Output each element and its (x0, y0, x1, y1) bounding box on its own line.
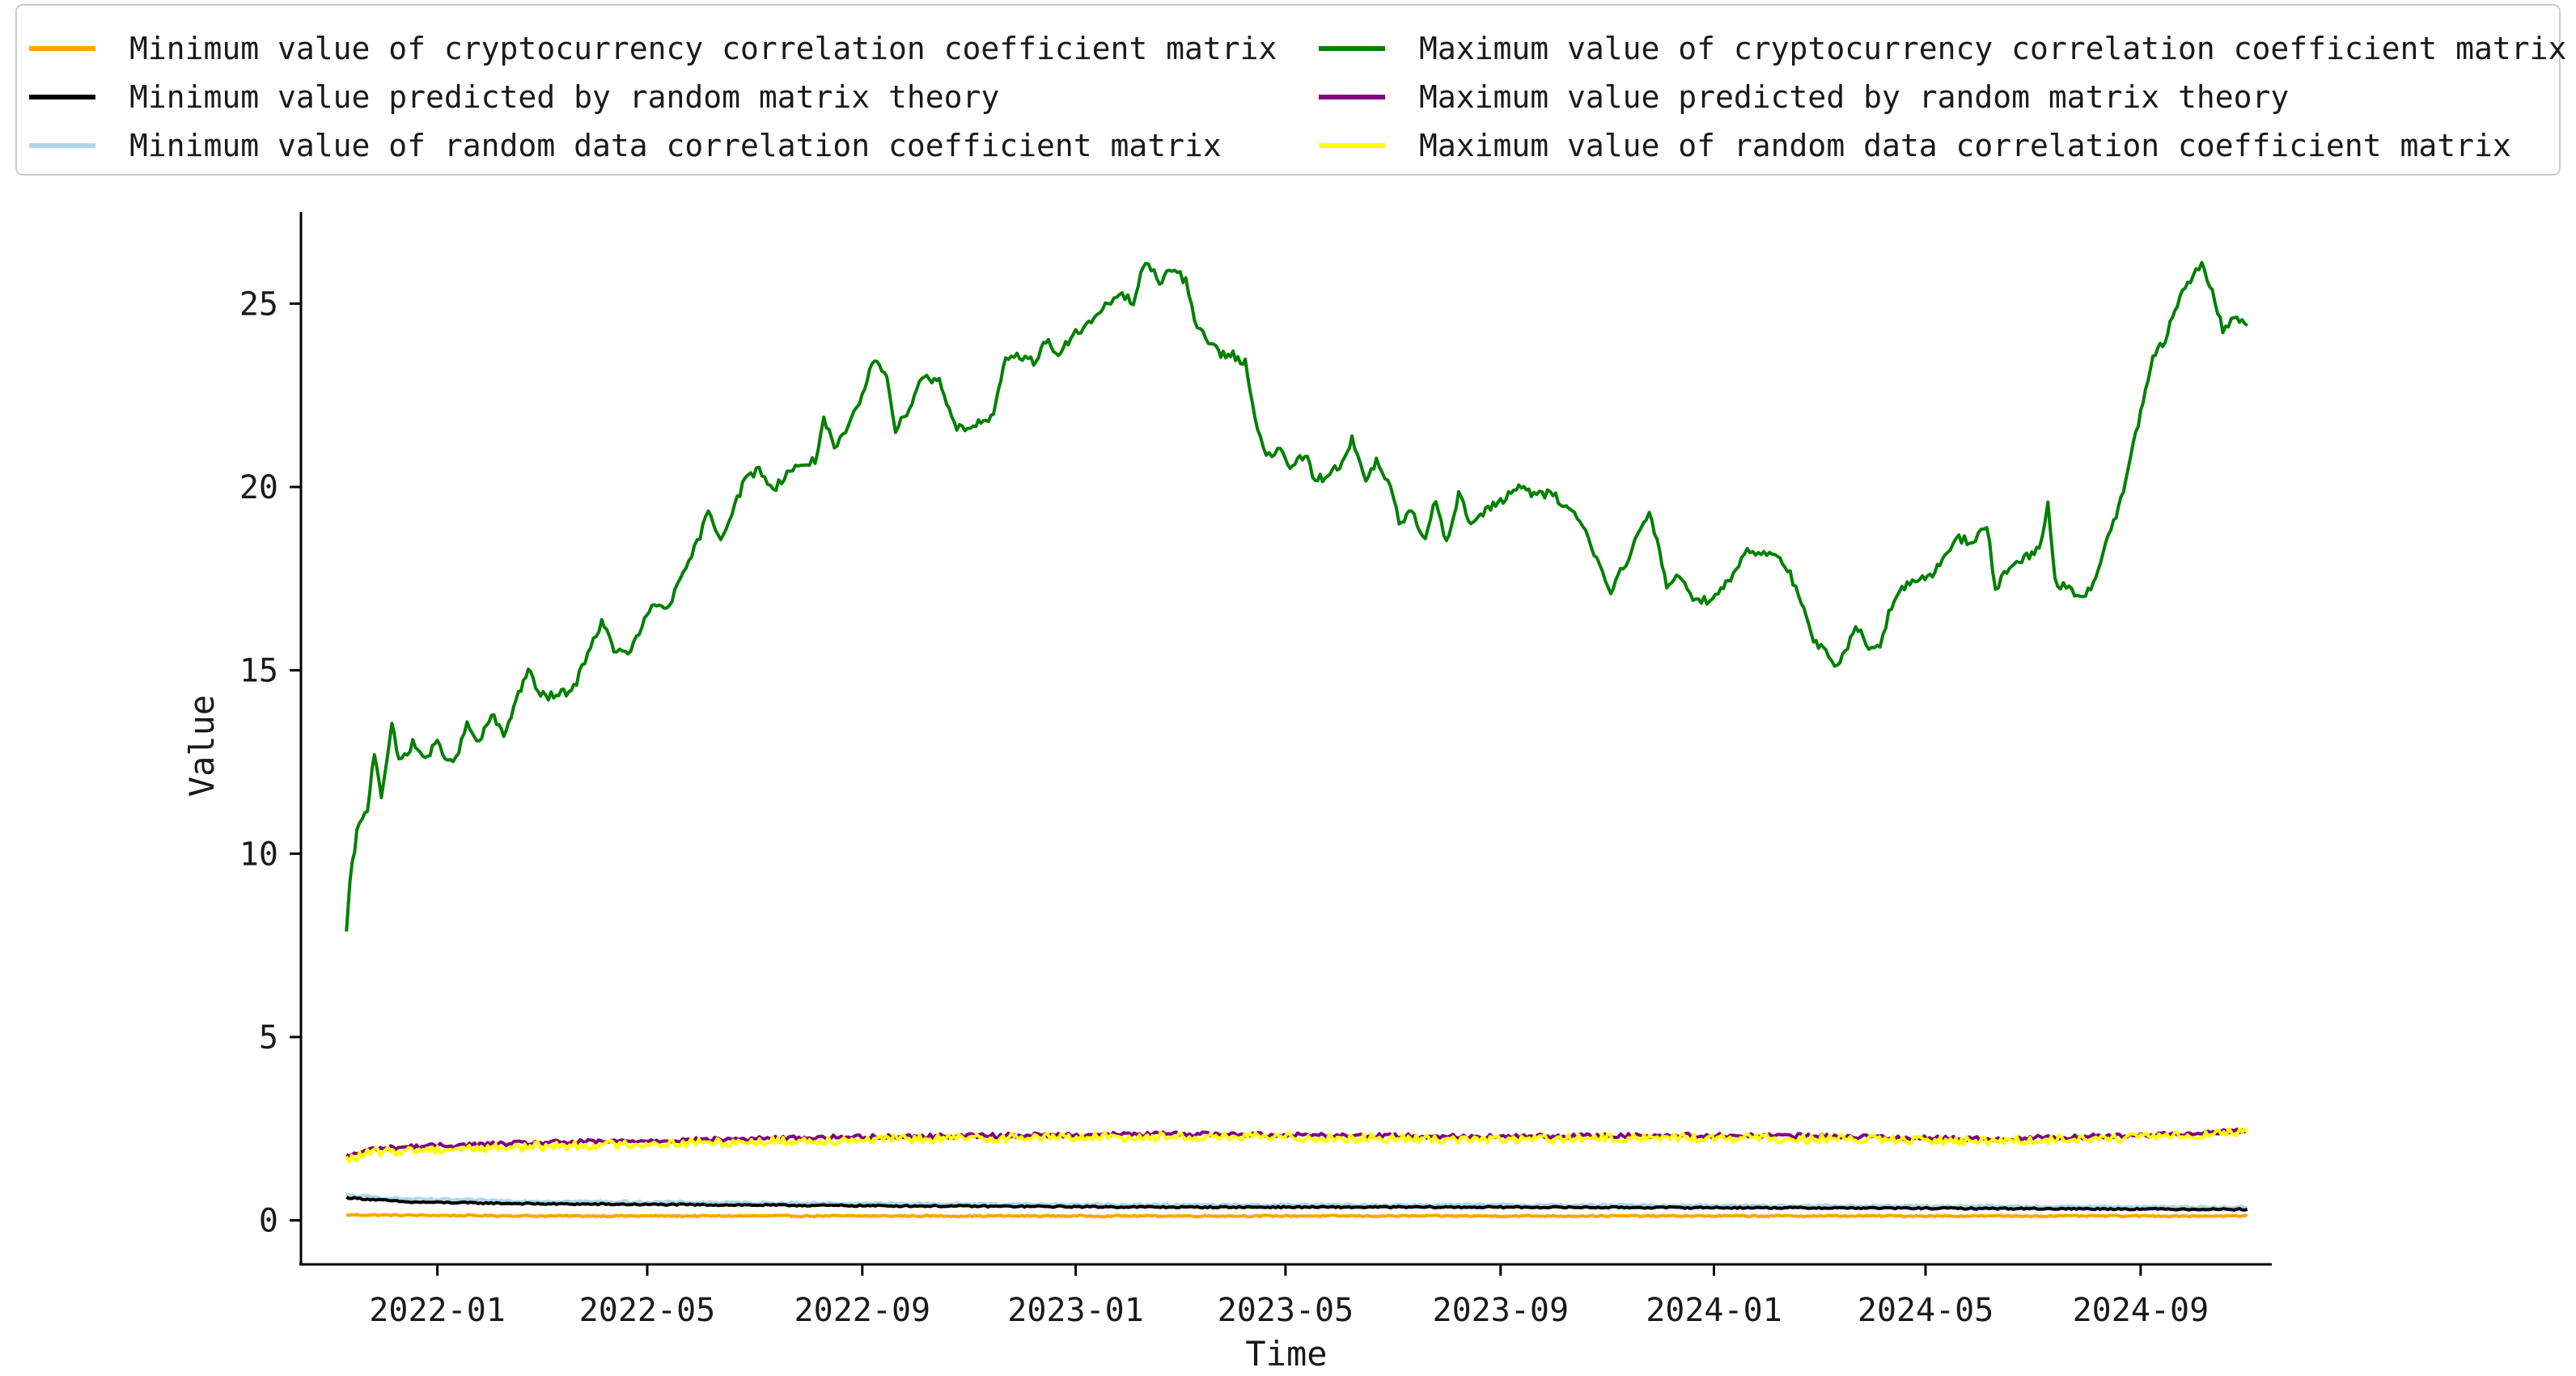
legend-item: Maximum value of cryptocurrency correlat… (1319, 31, 2566, 66)
y-tick-label: 0 (259, 1203, 278, 1240)
legend-label: Minimum value of random data correlation… (129, 128, 1222, 163)
series-line-minimum-value-predicted-by-random-matrix-theory (345, 1196, 2248, 1212)
x-axis-title: Time (1245, 1334, 1327, 1374)
x-tick-label: 2024-05 (1858, 1292, 1994, 1329)
x-tick-label: 2022-01 (369, 1292, 506, 1329)
x-tick-label: 2022-05 (579, 1292, 716, 1329)
series-line-minimum-value-of-random-data-correlation-coefficient-matrix (346, 1193, 2248, 1210)
x-tick-label: 2023-05 (1218, 1292, 1354, 1329)
legend-items: Minimum value of cryptocurrency correlat… (29, 31, 2566, 163)
x-tick-label: 2024-09 (2073, 1292, 2210, 1329)
legend-label: Maximum value predicted by random matrix… (1419, 79, 2289, 115)
legend-frame (15, 4, 2561, 176)
legend-label: Maximum value of cryptocurrency correlat… (1419, 31, 2566, 66)
legend-item: Maximum value predicted by random matrix… (1319, 79, 2289, 115)
legend-item: Minimum value predicted by random matrix… (29, 79, 999, 115)
y-ticks: 0 5 10 15 20 25 (239, 286, 301, 1240)
x-tick-label: 2023-01 (1007, 1292, 1144, 1329)
y-tick-label: 25 (239, 286, 278, 323)
series-line-minimum-value-of-cryptocurrency-correlation-coefficient-matrix (345, 1213, 2248, 1219)
series-line-maximum-value-predicted-by-random-matrix-theory (345, 1127, 2248, 1158)
y-tick-label: 5 (259, 1019, 278, 1056)
y-tick-label: 15 (239, 653, 278, 690)
series-line-maximum-value-of-random-data-correlation-coefficient-matrix (345, 1127, 2249, 1164)
legend: Minimum value of cryptocurrency correlat… (15, 4, 2566, 176)
y-tick-label: 20 (239, 469, 278, 506)
x-tick-label: 2022-09 (794, 1292, 931, 1329)
legend-item: Maximum value of random data correlation… (1319, 128, 2511, 163)
legend-label: Minimum value of cryptocurrency correlat… (129, 31, 1277, 66)
x-ticks: 2022-01 2022-05 2022-09 2023-01 2023-05 2023-… (369, 1264, 2209, 1329)
y-axis-title: Value (182, 695, 222, 797)
legend-label: Minimum value predicted by random matrix… (129, 79, 999, 115)
legend-item: Minimum value of random data correlation… (29, 128, 1222, 163)
series-layer (345, 260, 2249, 1219)
legend-item: Minimum value of cryptocurrency correlat… (29, 31, 1277, 66)
y-tick-label: 10 (239, 836, 278, 873)
x-tick-label: 2023-09 (1432, 1292, 1569, 1329)
series-line-maximum-value-of-cryptocurrency-correlation-coefficient-matrix (345, 260, 2248, 932)
legend-label: Maximum value of random data correlation… (1419, 128, 2511, 163)
x-tick-label: 2024-01 (1646, 1292, 1782, 1329)
